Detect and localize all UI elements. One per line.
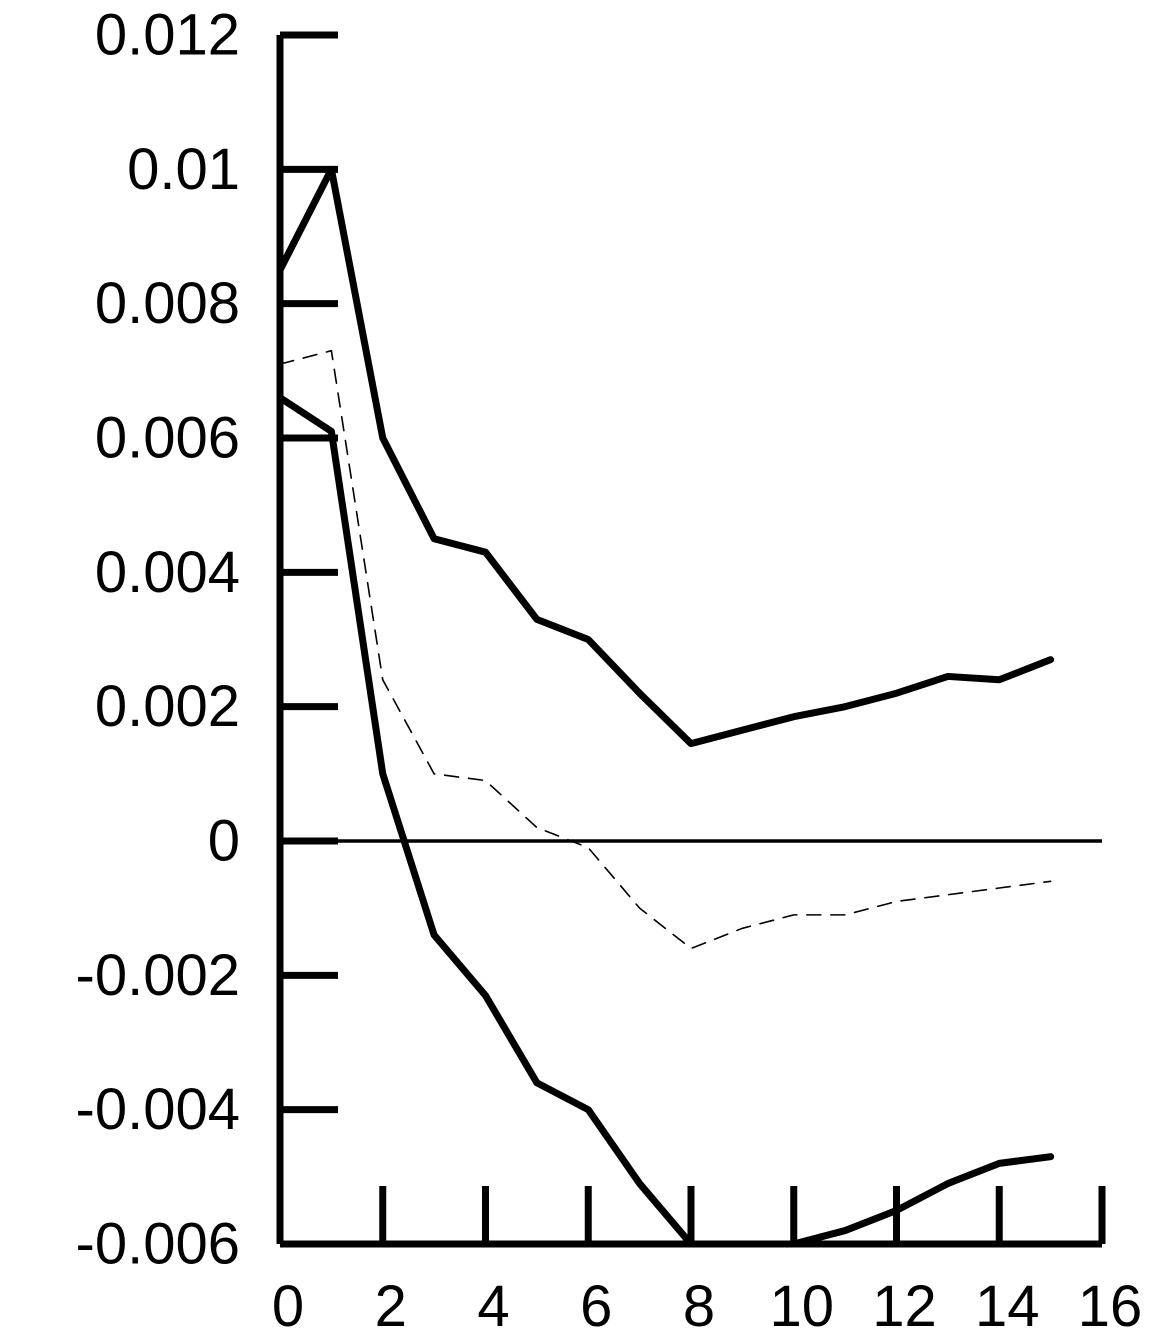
y-tick-label: 0.004 bbox=[95, 540, 240, 605]
y-tick-label: 0 bbox=[208, 809, 240, 874]
series-line-1 bbox=[276, 165, 1055, 748]
y-tick-label: -0.002 bbox=[76, 943, 240, 1008]
y-tick-label: 0.002 bbox=[95, 674, 240, 739]
x-tick-label: 16 bbox=[1078, 1274, 1143, 1338]
y-tick-label: 0.01 bbox=[127, 137, 240, 202]
x-tick-label: 2 bbox=[375, 1274, 407, 1338]
y-tick-label: 0.006 bbox=[95, 406, 240, 471]
x-tick-label: 4 bbox=[477, 1274, 509, 1338]
series-line-2 bbox=[279, 349, 1052, 950]
axes bbox=[276, 31, 1106, 1248]
x-tick-label: 0 bbox=[272, 1274, 304, 1338]
x-tick-label: 6 bbox=[580, 1274, 612, 1338]
series-group bbox=[276, 165, 1055, 1244]
series-line-3 bbox=[276, 394, 1055, 1244]
y-tick-label: -0.004 bbox=[76, 1077, 240, 1142]
x-tick-label: 14 bbox=[975, 1274, 1040, 1338]
y-tick-label: -0.006 bbox=[76, 1212, 240, 1277]
y-tick-label: 0.008 bbox=[95, 271, 240, 336]
y-tick-label: 0.012 bbox=[95, 3, 240, 68]
tick-labels: -0.006 -0.004 -0.002 0 0.002 0.004 0.006 0.008 0… bbox=[76, 3, 1143, 1338]
x-tick-label: 8 bbox=[683, 1274, 715, 1338]
x-tick-label: 10 bbox=[769, 1274, 834, 1338]
x-tick-label: 12 bbox=[872, 1274, 937, 1338]
